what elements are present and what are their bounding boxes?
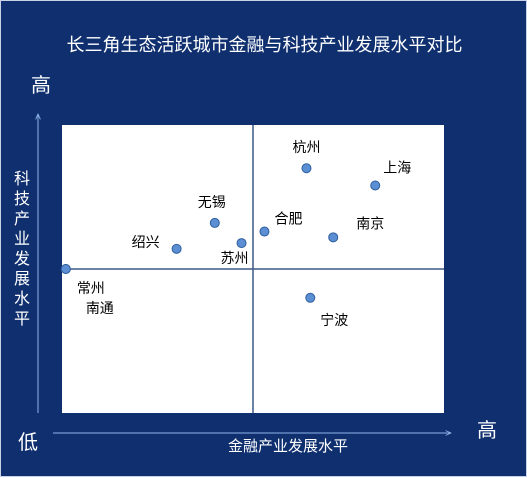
data-point bbox=[60, 264, 71, 274]
point-label: 宁波 bbox=[320, 312, 348, 329]
data-point bbox=[209, 217, 220, 228]
point-label: 绍兴 bbox=[132, 235, 160, 251]
chart-title: 长三角生态活跃城市金融与科技产业发展水平对比 bbox=[66, 35, 463, 56]
y-axis-high-label: 高 bbox=[31, 73, 51, 97]
axis-low-label: 低 bbox=[18, 430, 38, 454]
data-point bbox=[259, 226, 270, 237]
x-axis-label: 金融产业发展水平 bbox=[228, 437, 349, 455]
data-point bbox=[328, 232, 339, 243]
point-label: 南通 bbox=[86, 301, 114, 317]
data-point bbox=[236, 238, 247, 249]
point-label: 苏州 bbox=[221, 251, 249, 267]
point-label: 上海 bbox=[383, 160, 411, 176]
point-label: 杭州 bbox=[292, 140, 320, 156]
point-label: 合肥 bbox=[274, 212, 302, 228]
x-axis-high-label: 高 bbox=[477, 418, 497, 442]
point-label: 南京 bbox=[356, 216, 384, 232]
data-point bbox=[370, 180, 381, 191]
data-point bbox=[305, 292, 316, 303]
point-label: 无锡 bbox=[198, 195, 226, 211]
data-point bbox=[301, 163, 312, 174]
point-label: 常州 bbox=[77, 281, 105, 297]
data-point bbox=[171, 243, 182, 254]
y-axis-label: 科技产业发展水平 bbox=[13, 169, 30, 328]
